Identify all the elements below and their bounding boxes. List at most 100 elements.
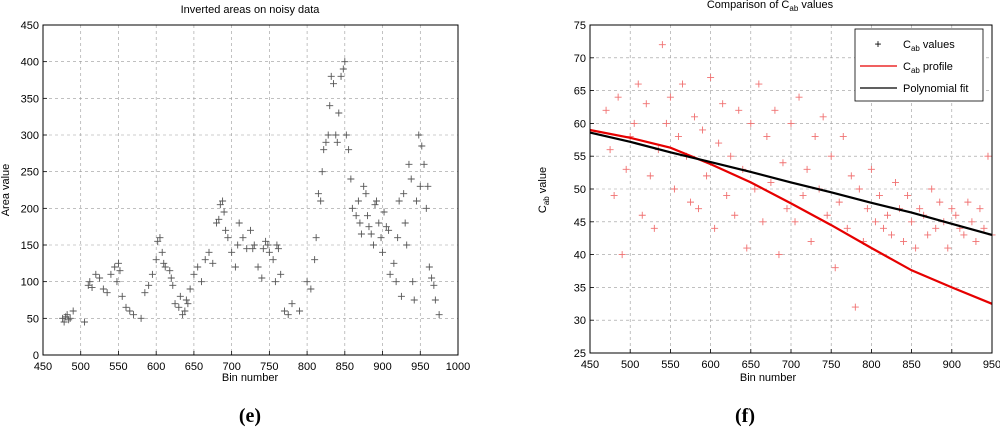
e-xtick-label: 900	[373, 361, 391, 373]
chart-e-point	[409, 278, 417, 286]
chart-e-yticks: 0 50 100 150 200 250 300 350 400 450	[21, 20, 47, 362]
chart-e-point	[418, 142, 426, 150]
chart-f-point	[771, 106, 779, 114]
f-xtick-label: 600	[701, 359, 719, 371]
chart-f-point	[871, 218, 879, 226]
e-xtick-label: 650	[185, 361, 203, 373]
f-xtick-label: 650	[742, 359, 760, 371]
chart-f-point	[964, 198, 972, 206]
chart-f-point	[819, 113, 827, 121]
chart-e-point	[213, 219, 221, 227]
chart-cab-comparison: Comparison of Cab values 450 500 550 600 650…	[537, 0, 1000, 427]
chart-f-point	[932, 224, 940, 232]
chart-f-point	[670, 185, 678, 193]
chart-f-point	[666, 93, 674, 101]
chart-e-point	[403, 241, 411, 249]
chart-f-point	[980, 224, 988, 232]
f-ytick-label: 35	[574, 282, 586, 294]
chart-f-point	[984, 152, 992, 160]
f-xtick-label: 700	[782, 359, 800, 371]
chart-f-point	[687, 198, 694, 206]
chart-f-point	[674, 133, 682, 141]
chart-f-point	[678, 80, 686, 88]
chart-e-point	[116, 267, 124, 275]
chart-e-point	[141, 289, 149, 297]
chart-e-point	[356, 219, 364, 227]
f-xtick-label: 800	[862, 359, 880, 371]
e-ytick-label: 100	[21, 277, 39, 289]
legend-label-cab-profile: Cab profile	[903, 61, 953, 75]
chart-e-point	[345, 146, 353, 154]
legend-cab-profile-sub: ab	[911, 66, 920, 75]
chart-e-point	[243, 245, 251, 253]
chart-e-caption: (e)	[239, 405, 261, 427]
chart-f-point	[912, 244, 920, 252]
chart-e-point	[269, 256, 277, 264]
chart-e-point	[258, 274, 266, 282]
chart-e-point	[228, 248, 236, 256]
chart-f-point	[606, 146, 614, 154]
polynomial-fit-line	[589, 131, 993, 236]
chart-e-point	[234, 241, 242, 249]
e-xtick-label: 950	[411, 361, 429, 373]
chart-e-point	[400, 190, 408, 198]
chart-e-point	[156, 234, 164, 242]
chart-f-point	[863, 205, 871, 213]
chart-e-point	[284, 311, 292, 319]
chart-e-point	[201, 256, 209, 264]
e-ytick-label: 400	[21, 57, 39, 69]
chart-e-title: Inverted areas on noisy data	[181, 4, 321, 16]
f-ytick-label: 45	[574, 217, 586, 229]
chart-e-point	[360, 182, 368, 190]
chart-f-point	[948, 205, 956, 213]
legend-cab-values-part3: values	[920, 39, 955, 51]
chart-e-point	[166, 267, 174, 275]
chart-e-point	[386, 270, 394, 278]
chart-e-point	[420, 160, 428, 168]
chart-e-point	[367, 230, 375, 238]
chart-e-point	[167, 274, 175, 282]
chart-f-point	[787, 119, 795, 127]
chart-f-point	[767, 178, 775, 186]
chart-e-point	[382, 223, 390, 231]
chart-e-xticks: 450 500 550 600 650 700 750 800 850 900 950 1000	[34, 351, 470, 373]
e-xtick-label: 450	[34, 361, 52, 373]
chart-e-point	[247, 226, 254, 234]
chart-e-point	[312, 234, 320, 242]
chart-f-point	[775, 251, 783, 259]
chart-f-ylabel-part3: value	[537, 167, 549, 196]
chart-e-point	[88, 284, 96, 292]
f-ytick-label: 50	[574, 184, 586, 196]
chart-f-point	[658, 41, 666, 49]
chart-f-xticks: 450 500 550 600 650 700 750 800 850 900 950	[581, 349, 1000, 371]
chart-f-ylabel-part1: C	[537, 205, 549, 213]
chart-e-ylabel: Area value	[0, 164, 12, 217]
chart-f-point	[711, 224, 719, 232]
f-xtick-label: 450	[581, 359, 599, 371]
chart-e-point	[181, 307, 189, 315]
chart-f-point	[900, 237, 908, 245]
chart-e-point	[416, 182, 424, 190]
chart-e-point	[215, 215, 223, 223]
f-xtick-label: 950	[983, 359, 1000, 371]
chart-e-point	[103, 289, 111, 297]
chart-e-point	[303, 278, 311, 286]
chart-f-point	[928, 185, 936, 193]
chart-e-point	[184, 300, 192, 308]
chart-f-point	[743, 244, 751, 252]
chart-e-point	[145, 281, 153, 289]
chart-f-point	[936, 198, 944, 206]
chart-e-point	[379, 248, 387, 256]
chart-e-point	[337, 72, 345, 80]
chart-e-point	[435, 311, 443, 319]
e-xtick-label: 800	[298, 361, 316, 373]
chart-e-point	[431, 296, 439, 304]
legend-box	[854, 28, 984, 102]
chart-f-point	[614, 93, 622, 101]
chart-e-point	[194, 263, 202, 271]
chart-f-point	[839, 133, 847, 141]
chart-e-point	[96, 274, 104, 282]
chart-f-point	[755, 80, 763, 88]
chart-e-point	[390, 259, 398, 267]
chart-f-point	[847, 172, 855, 180]
